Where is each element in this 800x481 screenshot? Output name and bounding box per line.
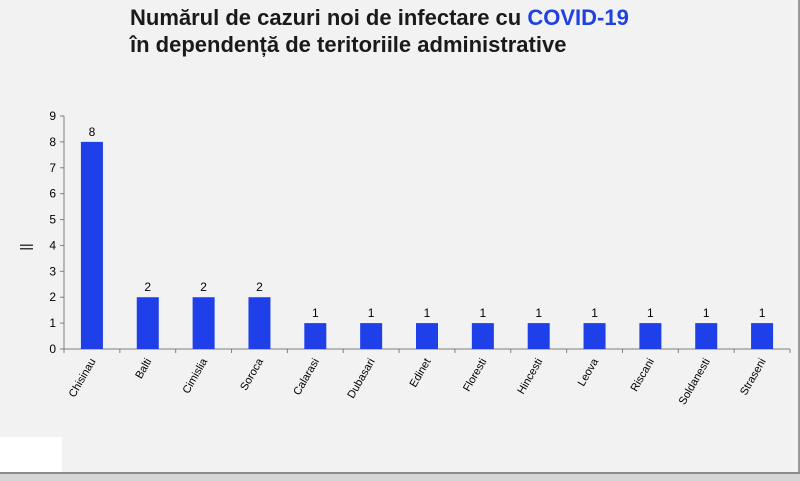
bar-soldanesti (695, 323, 718, 349)
y-tick-label: 7 (49, 161, 56, 175)
title-accent: COVID-19 (527, 5, 629, 30)
category-label: Cimislia (181, 356, 211, 396)
y-axis-label: || (17, 243, 33, 250)
y-tick-label: 4 (49, 238, 56, 252)
data-label: 1 (647, 306, 654, 320)
category-label: Balti (133, 357, 154, 382)
y-tick-label: 5 (49, 213, 56, 227)
chart-title: Numărul de cazuri noi de infectare cu CO… (130, 4, 780, 58)
data-label: 1 (535, 306, 542, 320)
data-label: 2 (144, 280, 151, 294)
bar-cimislia (192, 297, 215, 349)
bar-floresti (471, 323, 494, 349)
bar-hincesti (527, 323, 550, 349)
data-label: 1 (480, 306, 487, 320)
data-label: 1 (703, 306, 710, 320)
category-label: Leova (576, 356, 602, 389)
data-label: 8 (89, 125, 96, 139)
title-text-part1: Numărul de cazuri noi de infectare cu (130, 5, 528, 30)
bar-straseni (751, 323, 774, 349)
category-label: Dubasari (345, 357, 377, 401)
title-line2: în dependență de teritoriile administrat… (130, 32, 567, 57)
category-label: Chisinau (67, 357, 99, 400)
data-label: 1 (368, 306, 375, 320)
y-tick-label: 1 (49, 316, 56, 330)
bar-balti (136, 297, 159, 349)
y-tick-label: 0 (49, 342, 56, 356)
category-label: Hincesti (515, 357, 545, 397)
data-label: 1 (591, 306, 598, 320)
data-label: 1 (312, 306, 319, 320)
data-label: 2 (200, 280, 207, 294)
bar-soroca (248, 297, 271, 349)
bar-edinet (416, 323, 438, 349)
y-tick-label: 9 (49, 109, 56, 123)
y-tick-label: 8 (49, 135, 56, 149)
window-bottom-edge (0, 472, 800, 481)
bar-riscani (639, 323, 662, 349)
category-label: Floresti (461, 357, 489, 394)
y-tick-label: 3 (49, 264, 56, 278)
y-tick-label: 2 (49, 290, 56, 304)
data-label: 1 (424, 306, 431, 320)
y-tick-label: 6 (49, 187, 56, 201)
category-label: Straseni (738, 357, 769, 398)
category-label: Calarasi (291, 357, 322, 398)
bar-chisinau (80, 141, 103, 349)
category-label: Soldanesti (677, 357, 713, 407)
category-label: Edinet (408, 357, 434, 390)
blank-panel (0, 437, 62, 472)
category-label: Riscani (629, 357, 657, 394)
bar-dubasari (360, 323, 383, 349)
category-label: Soroca (238, 356, 266, 393)
bar-calarasi (304, 323, 327, 349)
data-label: 1 (759, 306, 766, 320)
bar-leova (583, 323, 606, 349)
data-label: 2 (256, 280, 263, 294)
